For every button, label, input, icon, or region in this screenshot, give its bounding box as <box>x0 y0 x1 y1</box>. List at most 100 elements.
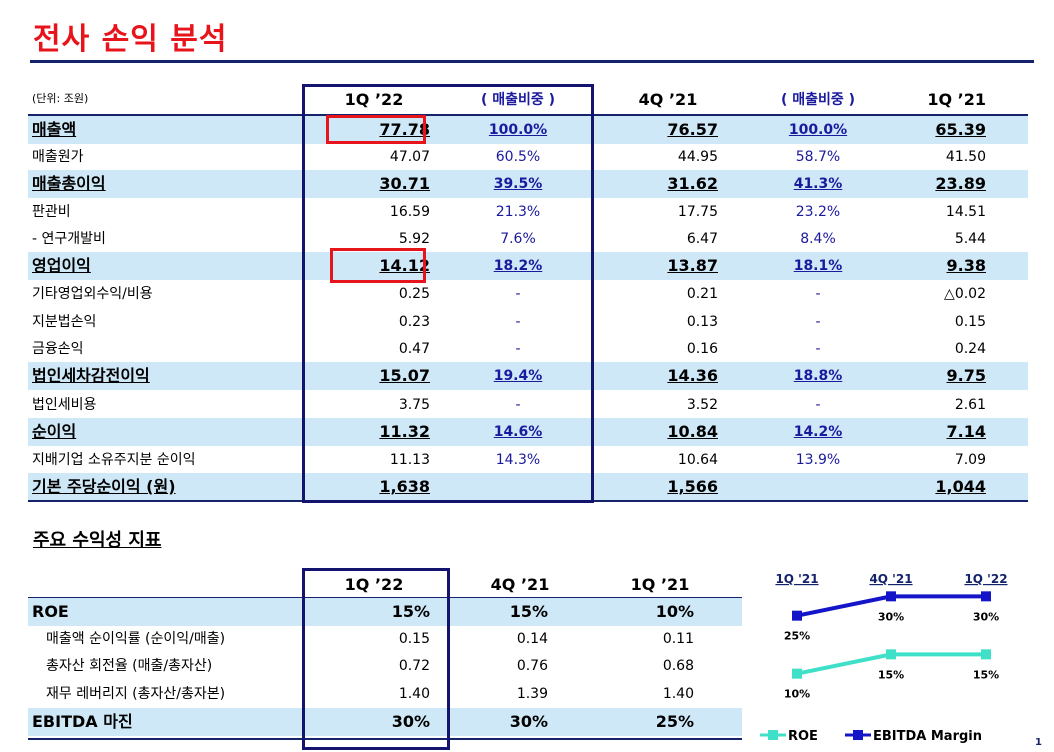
row-label: 지분법손익 <box>32 314 97 330</box>
metric-row: 총자산 회전율 (매출/총자산) 0.72 0.76 0.68 <box>28 652 742 680</box>
ratio-1q22: 18.2% <box>493 258 543 274</box>
value-1q22: 15.07 <box>379 366 430 385</box>
value-4q21: 3.52 <box>686 397 718 413</box>
data-label: 10% <box>784 688 810 701</box>
metric-4q21: 30% <box>509 712 548 731</box>
metric-1q21: 0.68 <box>662 658 694 674</box>
ratio-1q22: 7.6% <box>500 231 536 247</box>
x-tick-label: 4Q '21 <box>869 572 912 586</box>
metric-1q21: 25% <box>655 712 694 731</box>
legend-swatch-marker <box>853 730 863 740</box>
metric-4q21: 1.39 <box>516 686 548 702</box>
x-tick-label: 1Q '22 <box>964 572 1007 586</box>
value-4q21: 76.57 <box>667 120 718 139</box>
value-4q21: 10.84 <box>667 422 718 441</box>
row-label: - 연구개발비 <box>32 231 106 247</box>
col-header-1q21: 1Q ’21 <box>927 90 986 109</box>
metric-label: ROE <box>32 602 69 621</box>
value-1q21: 5.44 <box>954 231 986 247</box>
table-row: 기본 주당순이익 (원) 1,638 1,566 1,044 <box>28 473 1028 501</box>
value-4q21: 6.47 <box>686 231 718 247</box>
value-1q21: 7.09 <box>954 452 986 468</box>
legend-label: EBITDA Margin <box>873 729 982 744</box>
metric-1q21: 10% <box>655 602 694 621</box>
data-label: 25% <box>784 630 810 643</box>
table-row: 순이익 11.32 14.6% 10.84 14.2% 7.14 <box>28 418 1028 446</box>
row-label: 기본 주당순이익 (원) <box>32 477 176 496</box>
value-1q21: 9.38 <box>946 256 986 275</box>
header-divider <box>28 114 1028 116</box>
data-label: 30% <box>878 610 904 623</box>
lower-col-header-4q21: 4Q ’21 <box>490 575 550 594</box>
metric-1q21: 1.40 <box>662 686 694 702</box>
table-row: 금융손익 0.47 - 0.16 - 0.24 <box>28 335 1028 363</box>
value-1q22: 16.59 <box>389 204 430 220</box>
ratio-4q21 <box>758 473 878 501</box>
current-quarter-box <box>302 84 594 503</box>
data-point <box>981 591 991 602</box>
metric-row: 재무 레버리지 (총자산/총자본) 1.40 1.39 1.40 <box>28 680 742 708</box>
value-1q22: 14.12 <box>379 256 430 275</box>
unit-label: (단위: 조원) <box>32 92 89 105</box>
metric-1q21: 0.11 <box>662 631 694 647</box>
ratio-4q21: - <box>815 341 821 357</box>
data-label: 15% <box>973 668 999 681</box>
value-4q21: 13.87 <box>667 256 718 275</box>
lower-table-bottom-divider <box>28 738 742 740</box>
section-title: 주요 수익성 지표 <box>33 530 162 551</box>
row-label: 기타영업외수익/비용 <box>32 286 153 302</box>
ratio-1q22: - <box>515 314 521 330</box>
value-1q21: 0.24 <box>954 341 986 357</box>
col-header-4q21: 4Q ’21 <box>638 90 698 109</box>
table-row: 법인세차감전이익 15.07 19.4% 14.36 18.8% 9.75 <box>28 362 1028 390</box>
col-header-ratio-1: ( 매출비중 ) <box>480 92 556 108</box>
value-1q22: 11.32 <box>379 422 430 441</box>
ratio-4q21: 13.9% <box>795 452 841 468</box>
value-4q21: 0.21 <box>686 286 718 302</box>
metric-1q22: 30% <box>391 712 430 731</box>
value-4q21: 0.16 <box>686 341 718 357</box>
metric-4q21: 0.76 <box>516 658 548 674</box>
ratio-4q21: 58.7% <box>795 149 841 165</box>
row-label: 지배기업 소유주지분 순이익 <box>32 452 196 468</box>
value-4q21: 14.36 <box>667 366 718 385</box>
lower-current-quarter-box <box>302 568 450 750</box>
ratio-4q21: 18.1% <box>793 258 843 274</box>
value-1q22: 0.23 <box>398 314 430 330</box>
value-4q21: 10.64 <box>677 452 718 468</box>
col-header-ratio-2: ( 매출비중 ) <box>780 92 856 108</box>
ratio-1q22: 100.0% <box>488 122 548 138</box>
row-label: 법인세차감전이익 <box>32 366 150 385</box>
table-row: 매출원가 47.07 60.5% 44.95 58.7% 41.50 <box>28 143 1028 171</box>
data-label: 15% <box>878 668 904 681</box>
value-1q21: 7.14 <box>946 422 986 441</box>
ratio-4q21: 8.4% <box>800 231 836 247</box>
value-4q21: 1,566 <box>667 477 718 496</box>
row-label: 금융손익 <box>32 341 84 357</box>
ratio-4q21: 14.2% <box>793 424 843 440</box>
value-1q22: 5.92 <box>398 231 430 247</box>
ratio-1q22: 39.5% <box>493 176 543 192</box>
data-point <box>792 668 802 679</box>
title-divider <box>30 60 1034 63</box>
value-1q21: 41.50 <box>945 149 986 165</box>
data-point <box>886 591 896 602</box>
ratio-4q21: - <box>815 314 821 330</box>
ratio-4q21: 41.3% <box>793 176 843 192</box>
table-row: 매출액 77.78 100.0% 76.57 100.0% 65.39 <box>28 116 1028 144</box>
x-tick-label: 1Q '21 <box>775 572 818 586</box>
value-1q21: 65.39 <box>935 120 986 139</box>
metric-row: EBITDA 마진 30% 30% 25% <box>28 708 742 736</box>
table-row: - 연구개발비 5.92 7.6% 6.47 8.4% 5.44 <box>28 225 1028 253</box>
lower-col-header-1q21: 1Q ’21 <box>630 575 690 594</box>
operating-profit-highlight-box <box>330 248 426 283</box>
table-row: 기타영업외수익/비용 0.25 - 0.21 - △0.02 <box>28 280 1028 308</box>
value-1q22: 47.07 <box>389 149 430 165</box>
metric-1q22: 1.40 <box>398 686 430 702</box>
value-1q21: 9.75 <box>946 366 986 385</box>
ratio-1q22: 19.4% <box>493 368 543 384</box>
row-label: 매출총이익 <box>32 174 106 193</box>
legend-label: ROE <box>788 729 818 744</box>
ratio-1q22: - <box>515 341 521 357</box>
data-point <box>886 649 896 660</box>
